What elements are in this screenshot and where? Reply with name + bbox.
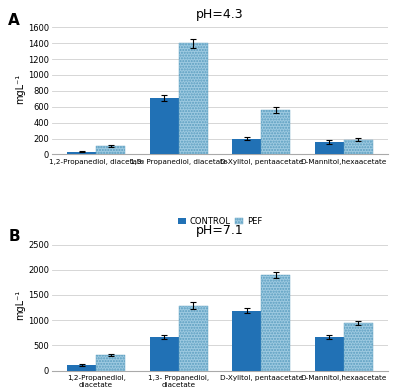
Bar: [232, 139, 261, 154]
Bar: [150, 337, 179, 370]
Y-axis label: mgL⁻¹: mgL⁻¹: [16, 290, 26, 320]
Bar: [179, 43, 208, 154]
Text: A: A: [8, 13, 20, 28]
Bar: [67, 152, 96, 154]
Title: pH=7.1: pH=7.1: [196, 224, 244, 237]
Legend: CONTROL, PEF: CONTROL, PEF: [175, 214, 265, 229]
Bar: [67, 365, 96, 370]
Bar: [344, 140, 373, 154]
Bar: [96, 355, 125, 370]
Text: B: B: [8, 229, 20, 244]
Bar: [150, 98, 179, 154]
Y-axis label: mgL⁻¹: mgL⁻¹: [15, 74, 25, 104]
Bar: [179, 305, 208, 370]
Bar: [344, 323, 373, 370]
Bar: [261, 275, 290, 370]
Bar: [96, 146, 125, 154]
Bar: [261, 110, 290, 154]
Bar: [232, 311, 261, 370]
Title: pH=4.3: pH=4.3: [196, 8, 244, 21]
Bar: [315, 337, 344, 370]
Bar: [315, 142, 344, 154]
